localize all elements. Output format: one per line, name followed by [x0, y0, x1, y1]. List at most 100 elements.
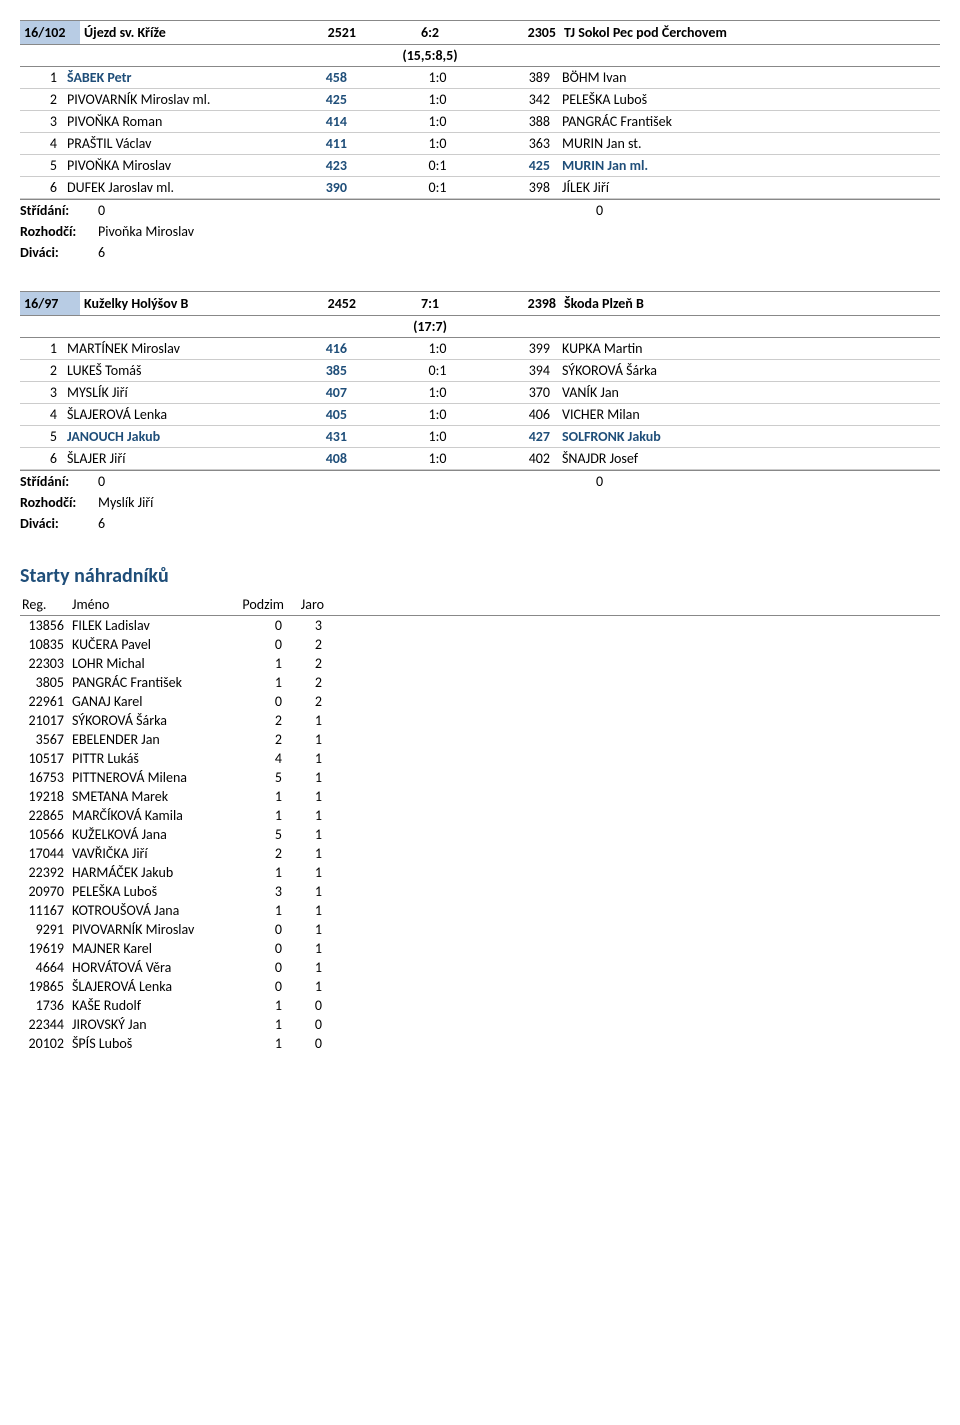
player2-score: 425 — [500, 157, 560, 174]
sub-reg: 22303 — [20, 655, 70, 672]
player-ratio: 1:0 — [375, 384, 500, 401]
rozhodci-row: Rozhodčí:Myslík Jiří — [20, 492, 940, 513]
substitute-row: 9291PIVOVARNÍK Miroslav01 — [20, 920, 940, 939]
sub-jaro: 1 — [290, 902, 330, 919]
player-index: 3 — [20, 113, 65, 130]
sub-jaro: 1 — [290, 978, 330, 995]
col-podzim: Podzim — [240, 596, 290, 613]
sub-podzim: 1 — [240, 1035, 290, 1052]
sub-podzim: 1 — [240, 997, 290, 1014]
player2-score: 370 — [500, 384, 560, 401]
sub-name: FILEK Ladislav — [70, 617, 240, 634]
sub-reg: 21017 — [20, 712, 70, 729]
player1-score: 385 — [300, 362, 375, 379]
player1-score: 431 — [300, 428, 375, 445]
sub-jaro: 0 — [290, 1035, 330, 1052]
sub-name: VAVŘIČKA Jiří — [70, 845, 240, 862]
player1-name: DUFEK Jaroslav ml. — [65, 179, 300, 196]
player1-score: 425 — [300, 91, 375, 108]
player1-name: PIVOŇKA Miroslav — [65, 157, 300, 174]
substitute-row: 22303LOHR Michal12 — [20, 654, 940, 673]
sub-podzim: 1 — [240, 655, 290, 672]
sub-reg: 22344 — [20, 1016, 70, 1033]
stridani-val1: 0 — [90, 202, 360, 219]
substitute-row: 17044VAVŘIČKA Jiří21 — [20, 844, 940, 863]
sub-jaro: 2 — [290, 674, 330, 691]
player-index: 1 — [20, 340, 65, 357]
substitute-row: 19619MAJNER Karel01 — [20, 939, 940, 958]
sub-jaro: 1 — [290, 940, 330, 957]
col-name: Jméno — [70, 596, 240, 613]
player-row: 6DUFEK Jaroslav ml.3900:1398JÍLEK Jiří — [20, 177, 940, 199]
sub-name: HORVÁTOVÁ Věra — [70, 959, 240, 976]
sub-podzim: 1 — [240, 788, 290, 805]
sub-name: PANGRÁC František — [70, 674, 240, 691]
sub-name: SMETANA Marek — [70, 788, 240, 805]
sub-name: PELEŠKA Luboš — [70, 883, 240, 900]
team1-points: 2521 — [300, 21, 360, 44]
sub-name: PIVOVARNÍK Miroslav — [70, 921, 240, 938]
player-row: 3MYSLÍK Jiří4071:0370VANÍK Jan — [20, 382, 940, 404]
sub-name: KUČERA Pavel — [70, 636, 240, 653]
player-row: 2LUKEŠ Tomáš3850:1394SÝKOROVÁ Šárka — [20, 360, 940, 382]
sub-reg: 10517 — [20, 750, 70, 767]
player-ratio: 0:1 — [375, 362, 500, 379]
rozhodci-val: Myslík Jiří — [90, 494, 940, 511]
player2-score: 427 — [500, 428, 560, 445]
player-index: 6 — [20, 450, 65, 467]
player2-name: VANÍK Jan — [560, 384, 940, 401]
sub-reg: 1736 — [20, 997, 70, 1014]
player2-score: 399 — [500, 340, 560, 357]
sub-reg: 10566 — [20, 826, 70, 843]
substitute-row: 19218SMETANA Marek11 — [20, 787, 940, 806]
sub-jaro: 1 — [290, 921, 330, 938]
sub-podzim: 0 — [240, 693, 290, 710]
team2-points: 2305 — [500, 21, 560, 44]
player2-score: 394 — [500, 362, 560, 379]
sub-jaro: 1 — [290, 750, 330, 767]
player1-name: PRAŠTIL Václav — [65, 135, 300, 152]
sub-jaro: 1 — [290, 826, 330, 843]
sub-podzim: 0 — [240, 940, 290, 957]
player-index: 4 — [20, 406, 65, 423]
player2-score: 398 — [500, 179, 560, 196]
player-ratio: 1:0 — [375, 340, 500, 357]
player-ratio: 1:0 — [375, 135, 500, 152]
player2-name: PANGRÁC František — [560, 113, 940, 130]
player1-name: PIVOŇKA Roman — [65, 113, 300, 130]
player2-name: KUPKA Martin — [560, 340, 940, 357]
match-code: 16/102 — [20, 21, 80, 44]
sub-podzim: 5 — [240, 826, 290, 843]
sub-reg: 22865 — [20, 807, 70, 824]
divaci-val: 6 — [90, 515, 940, 532]
match-score: 7:1 — [360, 292, 500, 315]
player-index: 2 — [20, 362, 65, 379]
match-subscore: (15,5:8,5) — [360, 45, 500, 66]
divaci-val: 6 — [90, 244, 940, 261]
sub-jaro: 1 — [290, 731, 330, 748]
sub-podzim: 2 — [240, 731, 290, 748]
player-row: 1ŠABEK Petr4581:0389BÖHM Ivan — [20, 67, 940, 89]
player-row: 1MARTÍNEK Miroslav4161:0399KUPKA Martin — [20, 338, 940, 360]
sub-podzim: 1 — [240, 674, 290, 691]
player-ratio: 0:1 — [375, 179, 500, 196]
sub-reg: 22392 — [20, 864, 70, 881]
team2-points: 2398 — [500, 292, 560, 315]
match-subscore: (17:7) — [360, 316, 500, 337]
sub-name: HARMÁČEK Jakub — [70, 864, 240, 881]
substitute-row: 10566KUŽELKOVÁ Jana51 — [20, 825, 940, 844]
player-index: 1 — [20, 69, 65, 86]
player-index: 4 — [20, 135, 65, 152]
player-index: 5 — [20, 428, 65, 445]
player1-score: 414 — [300, 113, 375, 130]
sub-reg: 19218 — [20, 788, 70, 805]
sub-reg: 17044 — [20, 845, 70, 862]
sub-podzim: 0 — [240, 636, 290, 653]
sub-reg: 3805 — [20, 674, 70, 691]
substitute-row: 22344JIROVSKÝ Jan10 — [20, 1015, 940, 1034]
substitute-row: 11167KOTROUŠOVÁ Jana11 — [20, 901, 940, 920]
player1-score: 416 — [300, 340, 375, 357]
sub-jaro: 2 — [290, 693, 330, 710]
substitute-row: 19865ŠLAJEROVÁ Lenka01 — [20, 977, 940, 996]
player2-name: PELEŠKA Luboš — [560, 91, 940, 108]
